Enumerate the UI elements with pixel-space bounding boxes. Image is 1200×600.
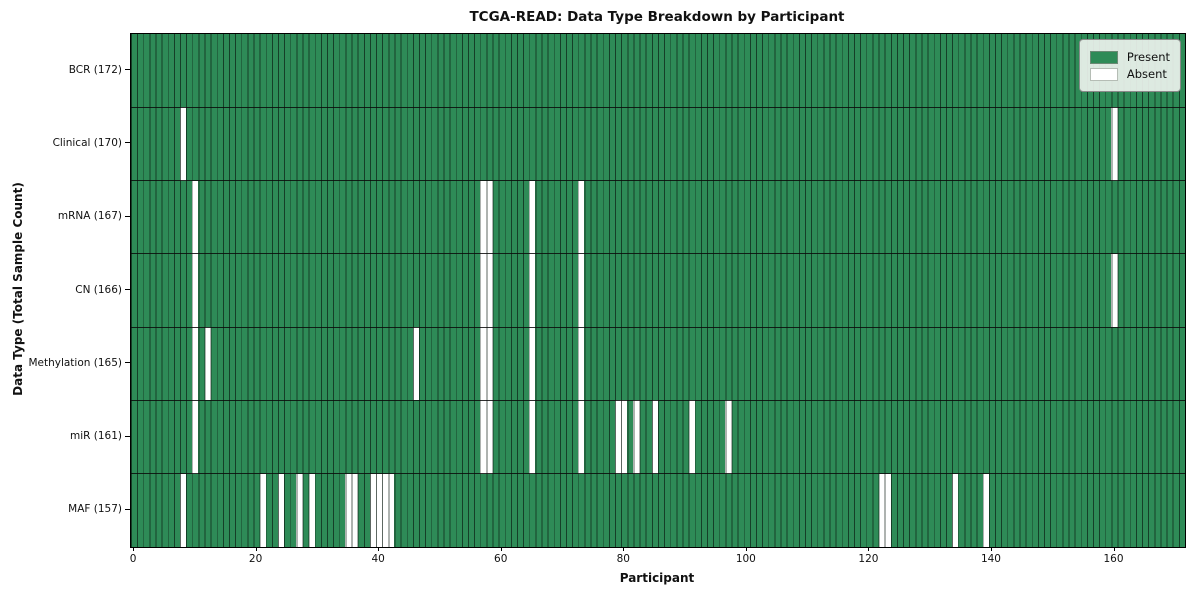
absent-bar	[578, 180, 585, 254]
absent-bar	[688, 400, 695, 474]
absent-bar	[308, 473, 315, 547]
absent-bar	[412, 327, 419, 401]
absent-bar	[621, 400, 628, 474]
legend-item-absent: Absent	[1089, 67, 1170, 81]
legend-absent-label: Absent	[1126, 67, 1167, 81]
row-separator	[131, 473, 1185, 475]
x-tick-mark	[623, 547, 625, 551]
y-tick-label-mir: miR (161)	[69, 430, 122, 443]
x-tick-label: 120	[858, 553, 879, 565]
absent-bar	[296, 473, 303, 547]
absent-bar	[884, 473, 891, 547]
y-tick-mark	[125, 69, 130, 71]
absent-bar	[578, 400, 585, 474]
absent-bar	[486, 327, 493, 401]
x-tick-mark	[500, 547, 502, 551]
heatmap-rows	[131, 34, 1185, 547]
y-tick-mark	[125, 508, 130, 510]
y-tick-label-methylation: Methylation (165)	[28, 356, 122, 369]
x-tick-label: 100	[735, 553, 756, 565]
x-tick-label: 40	[371, 553, 385, 565]
x-tick-label: 20	[248, 553, 263, 565]
y-tick-mark	[125, 435, 130, 437]
absent-bar	[388, 473, 395, 547]
absent-bar	[486, 180, 493, 254]
x-tick-label: 0	[129, 553, 137, 565]
y-tick-mark	[125, 142, 130, 144]
legend-item-present: Present	[1089, 50, 1170, 64]
absent-bar	[651, 400, 658, 474]
x-tick-mark	[990, 547, 992, 551]
legend-absent-swatch	[1089, 67, 1118, 81]
legend-present-label: Present	[1126, 50, 1170, 64]
x-tick-mark	[868, 547, 870, 551]
absent-bar	[952, 473, 959, 547]
absent-bar	[259, 473, 266, 547]
legend-present-swatch	[1089, 50, 1118, 64]
y-tick-label-bcr: BCR (172)	[68, 63, 122, 76]
absent-bar	[180, 473, 187, 547]
absent-bar	[192, 327, 199, 401]
absent-bar	[529, 400, 536, 474]
heatmap-row-mrna	[131, 180, 1185, 254]
x-tick-mark	[133, 547, 135, 551]
absent-bar	[529, 180, 536, 254]
heatmap-row-bcr	[131, 34, 1185, 108]
absent-bar	[578, 253, 585, 328]
x-tick-mark	[1113, 547, 1115, 551]
heatmap-row-clinical	[131, 107, 1185, 181]
row-separator	[131, 253, 1185, 255]
absent-bar	[578, 327, 585, 401]
y-tick-label-maf: MAF (157)	[68, 503, 122, 516]
chart-title: TCGA-READ: Data Type Breakdown by Partic…	[469, 9, 845, 25]
absent-bar	[1111, 107, 1118, 181]
x-axis-title: Participant	[619, 571, 695, 585]
absent-bar	[192, 400, 199, 474]
absent-bar	[486, 253, 493, 328]
row-separator	[131, 326, 1185, 328]
absent-bar	[278, 473, 285, 547]
heatmap-row-maf	[131, 473, 1185, 547]
x-tick-mark	[745, 547, 747, 551]
heatmap-row-methylation	[131, 327, 1185, 401]
absent-bar	[351, 473, 358, 547]
y-tick-label-cn: CN (166)	[75, 283, 122, 296]
row-separator	[131, 106, 1185, 108]
absent-bar	[725, 400, 732, 474]
legend: Present Absent	[1078, 39, 1181, 92]
row-separator	[131, 180, 1185, 182]
absent-bar	[529, 327, 536, 401]
row-separator	[131, 399, 1185, 401]
absent-bar	[529, 253, 536, 328]
y-tick-mark	[125, 362, 130, 364]
absent-bar	[486, 400, 493, 474]
x-tick-label: 60	[494, 553, 508, 565]
x-tick-mark	[378, 547, 380, 551]
heatmap-row-mir	[131, 400, 1185, 474]
absent-bar	[982, 473, 989, 547]
heatmap-row-cn	[131, 253, 1185, 328]
x-tick-mark	[255, 547, 257, 551]
x-tick-label: 160	[1103, 553, 1124, 565]
absent-bar	[633, 400, 640, 474]
absent-bar	[1111, 253, 1118, 328]
y-tick-mark	[125, 215, 130, 217]
absent-bar	[192, 180, 199, 254]
y-tick-mark	[125, 289, 130, 290]
plot-area: Present Absent	[130, 33, 1186, 548]
x-tick-label: 80	[616, 553, 630, 565]
y-tick-label-mrna: mRNA (167)	[57, 210, 122, 223]
absent-bar	[204, 327, 211, 401]
absent-bar	[192, 253, 199, 328]
x-tick-label: 140	[980, 553, 1001, 565]
absent-bar	[180, 107, 187, 181]
y-tick-label-clinical: Clinical (170)	[52, 136, 122, 149]
